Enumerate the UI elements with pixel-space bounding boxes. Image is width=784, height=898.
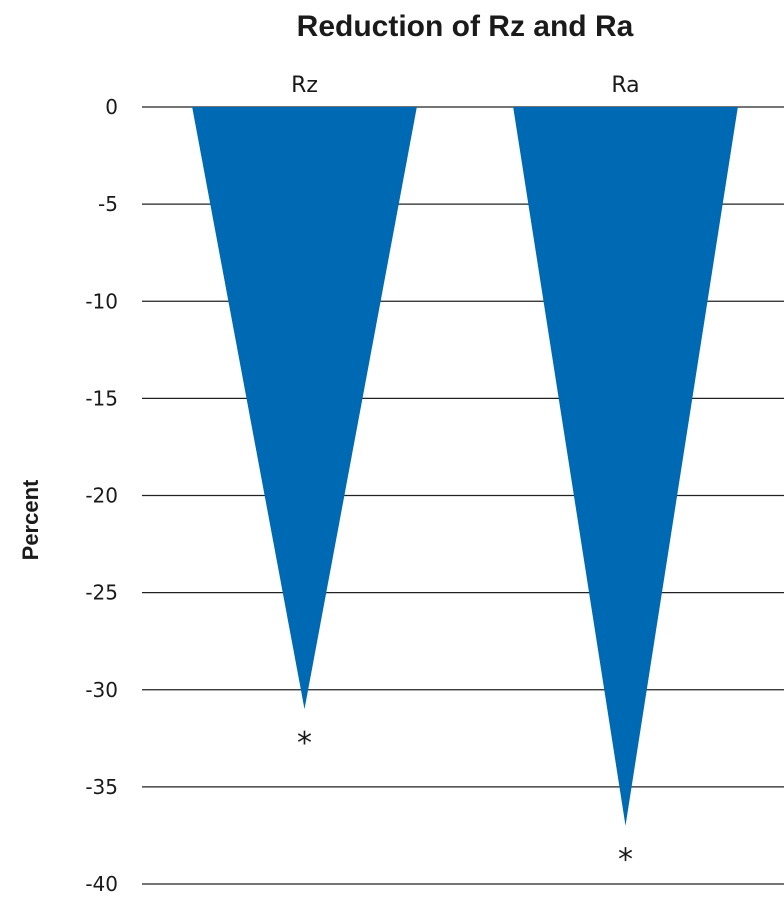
y-tick-label: -40 — [85, 872, 118, 896]
bar-rz — [192, 107, 417, 710]
y-tick-label: -20 — [85, 484, 118, 508]
y-tick-label: -35 — [85, 775, 118, 799]
bar-ra — [513, 107, 738, 826]
category-label: Rz — [291, 73, 318, 98]
category-label: Ra — [611, 73, 639, 98]
y-tick-label: -25 — [85, 581, 118, 605]
significance-marker: * — [618, 843, 633, 878]
y-axis-label: Percent — [18, 479, 43, 560]
y-tick-label: -15 — [85, 386, 118, 410]
y-tick-label: -10 — [85, 289, 118, 313]
y-tick-label: 0 — [105, 95, 118, 119]
y-tick-label: -30 — [85, 678, 118, 702]
y-tick-label: -5 — [98, 192, 118, 216]
significance-markers: ** — [297, 726, 633, 878]
y-axis-ticks: 0 -5 -10 -15 -20 -25 -30 -35 -40 — [85, 95, 118, 896]
chart-title: Reduction of Rz and Ra — [297, 10, 634, 43]
significance-marker: * — [297, 726, 312, 761]
bars — [192, 107, 738, 826]
category-labels: Rz Ra — [291, 73, 640, 98]
